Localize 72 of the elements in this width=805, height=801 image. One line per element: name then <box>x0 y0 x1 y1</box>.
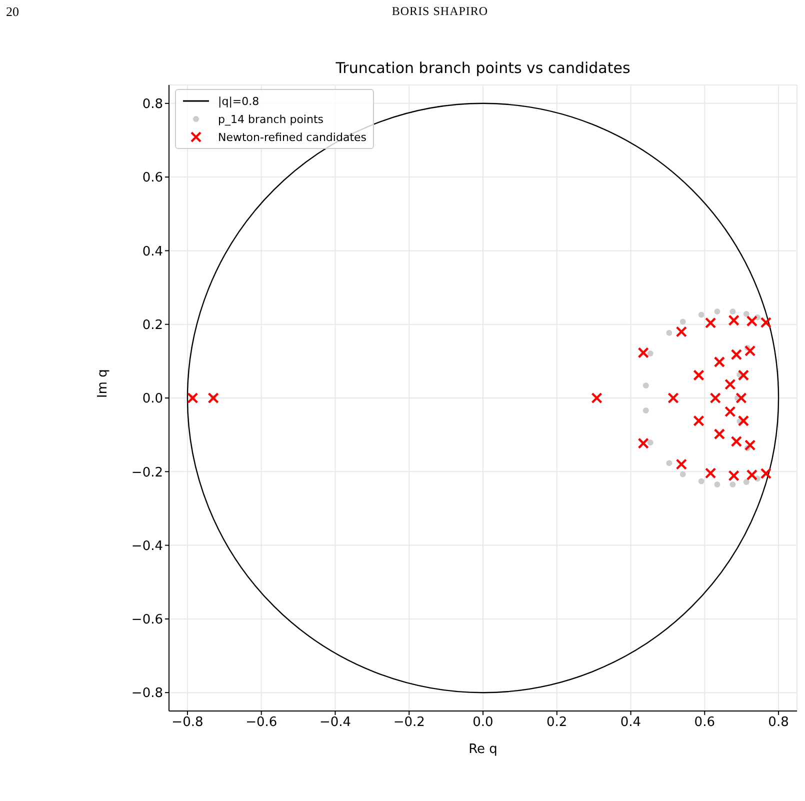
point <box>647 350 654 356</box>
point <box>738 370 750 381</box>
point <box>714 356 726 368</box>
x-tick-label: 0.2 <box>546 715 568 730</box>
point <box>710 392 721 404</box>
point <box>746 469 758 481</box>
point <box>724 406 736 418</box>
point <box>730 436 742 448</box>
chart-title: Truncation branch points vs candidates <box>334 59 632 77</box>
y-tick-label: −0.2 <box>131 465 163 480</box>
point <box>738 415 750 426</box>
point <box>730 308 736 314</box>
y-tick-label: 0.0 <box>142 392 163 407</box>
point <box>642 382 649 388</box>
point <box>638 438 649 449</box>
point <box>668 392 679 404</box>
text: 20 <box>6 4 19 20</box>
y-axis-title: Im q <box>96 369 111 398</box>
x-tick-label: 0.8 <box>768 715 789 730</box>
point <box>743 478 750 485</box>
text: BORIS SHAPIRO <box>392 4 488 18</box>
point <box>760 468 772 480</box>
point <box>714 428 726 440</box>
point <box>638 347 649 358</box>
point <box>693 415 704 426</box>
x-tick-label: 0.0 <box>472 715 494 730</box>
x-tick-label: 0.4 <box>620 715 642 730</box>
y-tick-label: 0.6 <box>142 170 163 186</box>
point <box>704 468 716 479</box>
point <box>676 458 687 470</box>
point <box>591 392 602 404</box>
x-tick-label: −0.6 <box>246 715 278 730</box>
point <box>746 315 758 327</box>
point <box>728 314 740 326</box>
point <box>704 317 716 328</box>
legend-label: p_14 branch points <box>218 112 324 126</box>
x-axis-title: Re q <box>468 742 498 757</box>
point <box>714 482 720 488</box>
point <box>680 318 686 325</box>
point <box>744 440 756 451</box>
x-tick-label: −0.8 <box>172 715 204 730</box>
point <box>698 312 704 318</box>
x-tick-label: 0.6 <box>694 715 715 730</box>
x-tick-label: −0.4 <box>319 715 352 730</box>
legend-label: Newton-refined candidates <box>218 130 367 144</box>
point <box>730 348 742 360</box>
annotation: |q|=0.8 <box>218 94 260 108</box>
point <box>724 378 736 390</box>
point <box>714 308 720 314</box>
point <box>743 311 750 318</box>
y-tick-label: −0.8 <box>131 686 163 702</box>
x-tick-label: −0.2 <box>393 715 425 730</box>
point <box>728 470 740 482</box>
point <box>760 316 772 328</box>
y-tick-label: −0.6 <box>131 612 163 628</box>
point <box>680 471 686 478</box>
point <box>693 370 704 381</box>
point <box>744 345 756 356</box>
y-tick-label: −0.4 <box>131 538 163 554</box>
point <box>698 478 704 484</box>
point <box>666 460 672 466</box>
point <box>187 392 198 404</box>
y-tick-label: 0.4 <box>142 244 163 260</box>
point <box>666 330 672 336</box>
point <box>676 326 687 338</box>
y-tick-label: 0.8 <box>142 97 163 112</box>
point <box>736 392 747 404</box>
point <box>730 482 736 488</box>
point <box>642 408 649 414</box>
y-tick-label: 0.2 <box>142 318 163 333</box>
point <box>647 440 654 446</box>
point <box>208 392 219 404</box>
